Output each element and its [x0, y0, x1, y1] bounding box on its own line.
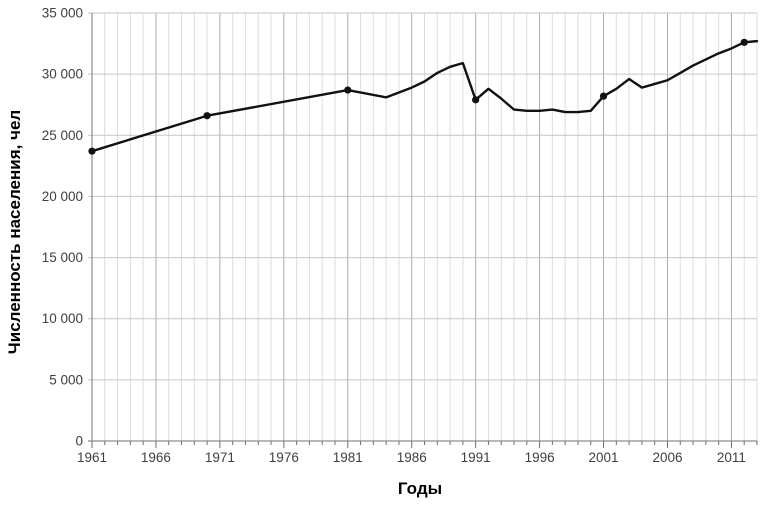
y-axis-tick-label: 10 000	[42, 311, 83, 326]
x-axis-tick-label: 1991	[461, 450, 491, 465]
data-point-marker-1991	[472, 96, 480, 104]
y-axis-tick-label: 0	[75, 434, 83, 449]
x-axis-tick-label: 1976	[269, 450, 299, 465]
x-axis-tick-label: 2006	[652, 450, 682, 465]
x-axis-tick-label: 2001	[589, 450, 619, 465]
y-axis-tick-label: 25 000	[42, 128, 83, 143]
x-axis-tick-label: 1966	[141, 450, 171, 465]
y-axis-tick-label: 35 000	[42, 6, 83, 21]
x-axis-tick-label: 1981	[333, 450, 363, 465]
y-axis-tick-label: 15 000	[42, 250, 83, 265]
population-series-line	[90, 39, 759, 153]
data-point-marker-1961	[88, 147, 96, 155]
y-axis-tick-label: 5 000	[49, 372, 83, 387]
data-point-marker-2012	[740, 38, 748, 46]
data-point-marker-2001	[599, 92, 608, 100]
x-axis-tick-label: 2011	[717, 450, 746, 465]
x-axis-tick-label: 1961	[77, 450, 107, 465]
y-axis-tick-label: 20 000	[42, 189, 83, 204]
x-axis-title: Годы	[397, 479, 443, 498]
x-axis-tick-label: 1996	[525, 450, 555, 465]
data-point-marker-1970	[203, 112, 211, 120]
y-axis-tick-label: 30 000	[42, 67, 83, 82]
data-point-marker-1981	[344, 86, 352, 94]
x-axis-tick-label: 1971	[205, 450, 235, 465]
x-axis-tick-label: 1986	[397, 450, 427, 465]
y-axis-title: Численность населения, чел	[5, 109, 24, 355]
